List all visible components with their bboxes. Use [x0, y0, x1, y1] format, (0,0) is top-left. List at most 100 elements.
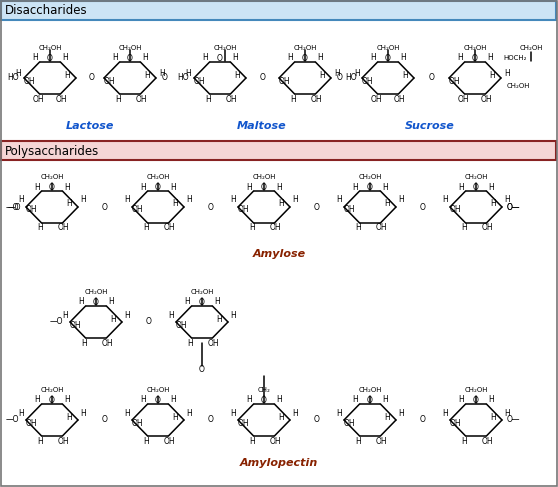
Text: H: H [34, 183, 40, 191]
Text: H: H [202, 54, 208, 62]
Text: H: H [145, 71, 150, 79]
Text: O: O [155, 183, 161, 192]
Text: H: H [140, 395, 146, 405]
Text: H: H [230, 195, 236, 205]
Text: O: O [102, 203, 108, 211]
Text: OH: OH [270, 224, 281, 232]
Text: H: H [159, 69, 165, 77]
Text: H: H [62, 311, 68, 319]
Text: H: H [490, 412, 496, 422]
Text: OH: OH [449, 76, 461, 86]
Text: OH: OH [270, 436, 281, 446]
Text: H: H [38, 436, 44, 446]
Text: OH: OH [57, 436, 69, 446]
Text: H: H [352, 395, 358, 405]
Text: H: H [185, 69, 191, 77]
Text: H: H [488, 183, 494, 191]
Text: H: H [384, 412, 390, 422]
Text: O: O [127, 54, 133, 63]
Text: O: O [420, 415, 426, 425]
Text: HO: HO [177, 74, 189, 82]
Text: Polysaccharides: Polysaccharides [5, 145, 99, 157]
Text: H: H [246, 183, 252, 191]
Text: H: H [64, 71, 70, 79]
Text: O: O [472, 54, 478, 63]
Text: H: H [370, 54, 376, 62]
Text: H: H [110, 315, 116, 323]
Text: OH: OH [70, 320, 81, 330]
Text: Amylopectin: Amylopectin [240, 458, 318, 468]
Text: OH: OH [344, 206, 355, 214]
Text: H: H [250, 436, 256, 446]
Text: H: H [278, 200, 284, 208]
Text: OH: OH [24, 76, 36, 86]
Text: H: H [292, 409, 298, 417]
Text: OH: OH [480, 94, 492, 104]
Text: H: H [504, 69, 510, 77]
Text: —O: —O [6, 203, 19, 211]
Text: OH: OH [26, 206, 38, 214]
Text: O: O [93, 298, 99, 307]
Text: OH: OH [279, 76, 291, 86]
Text: H: H [108, 298, 114, 306]
Text: CH₂OH: CH₂OH [358, 174, 382, 180]
Text: H: H [116, 94, 122, 104]
Text: OH: OH [102, 338, 113, 348]
Text: H: H [336, 409, 342, 417]
Text: OH: OH [393, 94, 405, 104]
Text: H: H [334, 69, 340, 77]
Text: OH: OH [56, 94, 67, 104]
Text: H: H [382, 395, 388, 405]
Text: CH₂OH: CH₂OH [146, 387, 170, 393]
Text: O: O [155, 396, 161, 405]
Text: O: O [261, 396, 267, 405]
Text: H: H [34, 395, 40, 405]
Text: O: O [217, 54, 223, 63]
Text: OH: OH [482, 224, 493, 232]
Text: H: H [291, 94, 296, 104]
Text: H: H [398, 195, 404, 205]
Text: H: H [214, 298, 220, 306]
Text: OH: OH [33, 94, 45, 104]
Text: H: H [442, 195, 448, 205]
Text: OH: OH [450, 418, 461, 428]
Text: CH₂OH: CH₂OH [507, 83, 531, 89]
Text: O: O [385, 54, 391, 63]
Text: Sucrose: Sucrose [405, 121, 455, 131]
Text: H: H [504, 195, 510, 205]
Text: O: O [314, 203, 320, 211]
Text: OH: OH [311, 94, 322, 104]
Text: CH₂OH: CH₂OH [190, 289, 214, 295]
Text: H: H [504, 409, 510, 417]
Text: OH: OH [376, 224, 387, 232]
Text: H: H [234, 71, 240, 79]
Text: H: H [140, 183, 146, 191]
Text: O: O [429, 74, 435, 82]
Text: H: H [490, 200, 496, 208]
Text: H: H [81, 338, 88, 348]
Text: H: H [278, 412, 284, 422]
Text: OH: OH [344, 418, 355, 428]
Text: H: H [276, 183, 282, 191]
Text: OH: OH [362, 76, 374, 86]
Text: OH: OH [225, 94, 237, 104]
Text: —O: —O [7, 203, 21, 211]
Text: Amylose: Amylose [252, 249, 306, 259]
Text: H: H [384, 200, 390, 208]
Text: H: H [124, 311, 130, 319]
Text: O: O [473, 396, 479, 405]
Text: OH: OH [26, 418, 38, 428]
Text: H: H [336, 195, 342, 205]
Text: H: H [18, 409, 24, 417]
Text: OH: OH [371, 94, 382, 104]
Text: H: H [230, 409, 236, 417]
Text: H: H [187, 338, 194, 348]
Bar [1, 1, 556, 20]
Text: H: H [64, 183, 70, 191]
Text: H: H [287, 54, 292, 62]
Text: CH₂OH: CH₂OH [294, 45, 317, 51]
Text: H: H [488, 395, 494, 405]
Text: H: H [318, 54, 323, 62]
Text: H: H [489, 71, 495, 79]
Text: H: H [124, 409, 130, 417]
